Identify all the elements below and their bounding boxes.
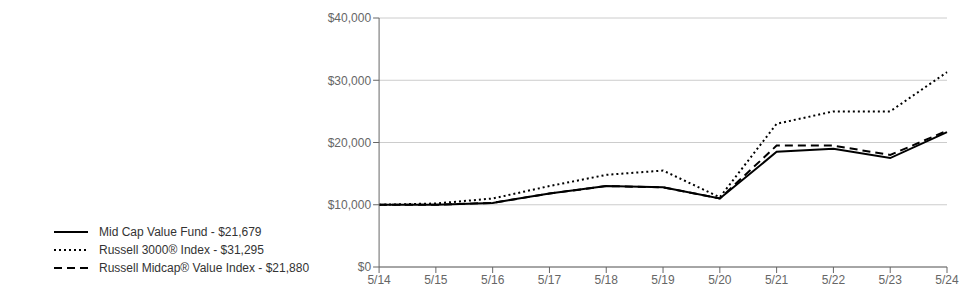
- svg-text:5/22: 5/22: [822, 273, 846, 287]
- svg-text:5/15: 5/15: [424, 273, 448, 287]
- html-text:Russell 3000® Index - $31,295: Russell 3000® Index - $31,295: [99, 243, 264, 257]
- html-text:Russell Midcap® Value Index -: Russell Midcap® Value Index - $21,880: [99, 261, 310, 275]
- svg-text:5/20: 5/20: [708, 273, 732, 287]
- html-text:Mid Cap Value Fund - $21,679: Mid Cap Value Fund - $21,679: [99, 225, 262, 239]
- svg-text:5/24: 5/24: [935, 273, 959, 287]
- svg-text:5/16: 5/16: [481, 273, 505, 287]
- svg-text:5/23: 5/23: [879, 273, 903, 287]
- svg-text:5/17: 5/17: [538, 273, 562, 287]
- svg-text:$0: $0: [358, 260, 372, 274]
- svg-text:5/21: 5/21: [765, 273, 789, 287]
- svg-text:$10,000: $10,000: [328, 198, 372, 212]
- svg-text:$20,000: $20,000: [328, 136, 372, 150]
- svg-text:5/19: 5/19: [651, 273, 675, 287]
- svg-text:$40,000: $40,000: [328, 11, 372, 25]
- svg-text:$30,000: $30,000: [328, 74, 372, 88]
- svg-text:5/18: 5/18: [595, 273, 619, 287]
- svg-text:5/14: 5/14: [367, 273, 391, 287]
